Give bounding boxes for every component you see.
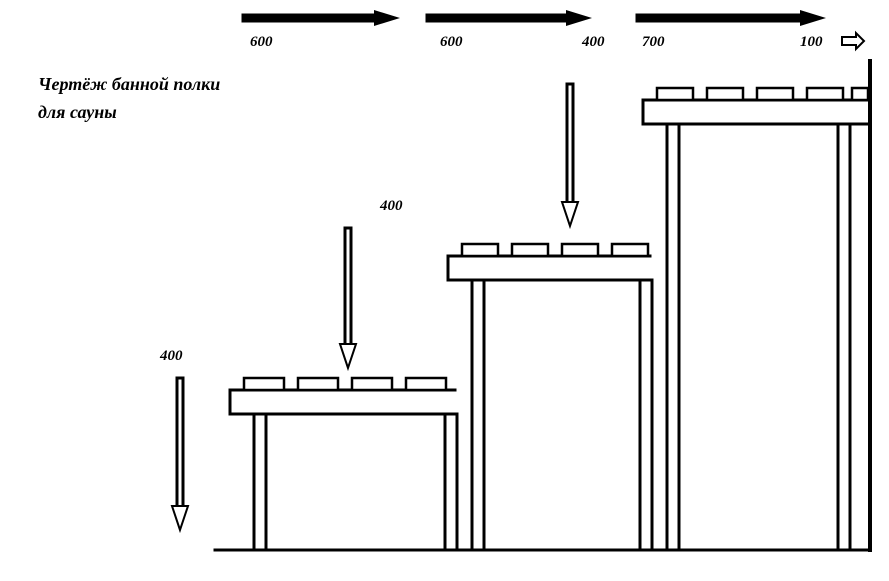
dimension-label: 400: [159, 348, 183, 364]
drawing-stroke: [298, 378, 338, 390]
drawing-stroke: [657, 88, 693, 100]
drawing-stroke: [562, 202, 578, 226]
drawing-stroke: [757, 88, 793, 100]
drawing-stroke: [172, 506, 188, 530]
dimension-label: 100: [800, 34, 823, 50]
drawing-stroke: [562, 244, 598, 256]
drawing-stroke: [340, 344, 356, 368]
drawing-stroke: [406, 378, 446, 390]
dimension-label: 400: [379, 198, 403, 214]
drawing-stroke: [374, 10, 400, 26]
drawing-stroke: [800, 10, 826, 26]
drawing-stroke: [462, 244, 498, 256]
drawing-stroke: [852, 88, 868, 100]
dimension-label: 600: [250, 34, 273, 50]
title-line2: для сауны: [38, 102, 117, 122]
drawing-stroke: [352, 378, 392, 390]
dimension-label: 400: [581, 34, 605, 50]
drawing-stroke: [512, 244, 548, 256]
drawing-stroke: [244, 378, 284, 390]
drawing-stroke: [807, 88, 843, 100]
dimension-label: 700: [642, 34, 665, 50]
dimension-label: 600: [440, 34, 463, 50]
small-arrow-icon: [842, 33, 864, 49]
drawing-stroke: [566, 10, 592, 26]
bench-drawing: 600 600 400 700 100 400 400: [159, 10, 870, 550]
drawing-stroke: [612, 244, 648, 256]
title-line1: Чертёж банной полки: [38, 74, 220, 94]
drawing-stroke: [707, 88, 743, 100]
